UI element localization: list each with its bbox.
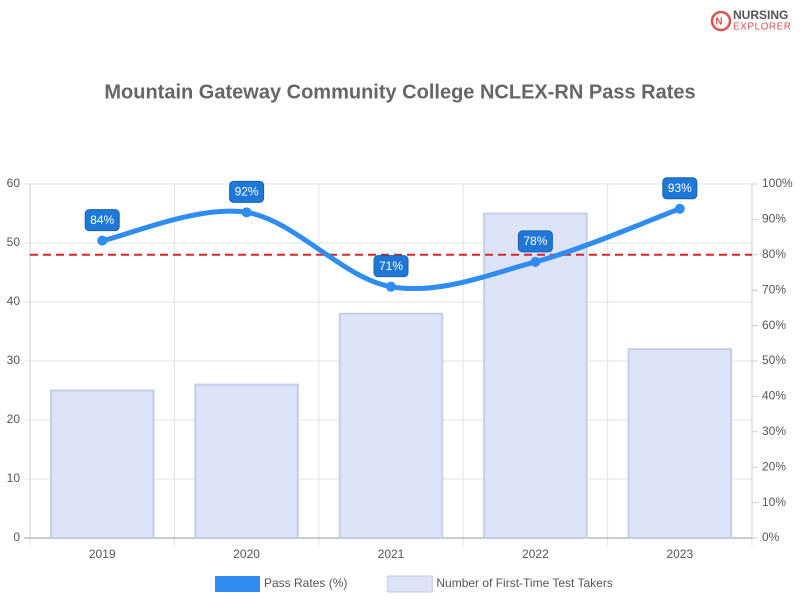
- x-tick-label: 2023: [666, 547, 693, 561]
- y-tick-label: 30: [7, 353, 21, 367]
- value-label: 93%: [668, 181, 692, 195]
- bar: [627, 348, 733, 540]
- legend-label: Number of First-Time Test Takers: [436, 576, 612, 590]
- logo: N NURSING EXPLORER: [710, 8, 791, 33]
- bar: [49, 389, 155, 539]
- line-point: [241, 207, 252, 218]
- bar: [483, 212, 588, 539]
- y2-tick-label: 100%: [762, 176, 793, 190]
- y2-tick-label: 10%: [762, 495, 786, 509]
- line-point: [674, 203, 685, 214]
- x-tick-label: 2020: [233, 547, 260, 561]
- y2-tick-label: 90%: [762, 212, 786, 226]
- line-point: [386, 281, 396, 292]
- legend-swatch: [215, 576, 260, 592]
- bar: [338, 312, 444, 539]
- value-label: 78%: [523, 234, 547, 248]
- value-label-box: [229, 180, 265, 203]
- x-tick-label: 2021: [378, 547, 405, 561]
- y-tick-label: 60: [7, 176, 21, 190]
- logo-text: NURSING: [733, 8, 788, 22]
- y2-tick-label: 0%: [762, 530, 780, 544]
- y2-tick-label: 20%: [762, 459, 786, 473]
- value-label-box: [84, 209, 120, 232]
- y2-tick-label: 80%: [762, 247, 786, 261]
- line-point: [97, 235, 108, 246]
- legend-label: Pass Rates (%): [264, 576, 347, 590]
- x-tick-label: 2022: [522, 547, 549, 561]
- y2-tick-label: 40%: [762, 389, 786, 403]
- y2-tick-label: 60%: [762, 318, 786, 332]
- logo-icon: [710, 10, 732, 32]
- value-label: 92%: [235, 184, 259, 198]
- value-label: 71%: [379, 259, 403, 273]
- logo-icon-letter: N: [715, 17, 722, 28]
- value-label-box: [373, 255, 409, 278]
- y2-tick-label: 50%: [762, 353, 786, 367]
- y-tick-label: 20: [7, 412, 21, 426]
- y-tick-label: 40: [7, 294, 21, 308]
- y-tick-label: 0: [13, 530, 20, 544]
- x-tick-label: 2019: [89, 547, 116, 561]
- value-label-box: [517, 230, 553, 253]
- y-tick-label: 50: [7, 235, 21, 249]
- value-label-box: [662, 177, 698, 200]
- legend-swatch: [386, 575, 433, 593]
- y2-tick-label: 30%: [762, 424, 786, 438]
- chart-title: Mountain Gateway Community College NCLEX…: [104, 81, 695, 103]
- bar: [194, 383, 299, 539]
- y2-tick-label: 70%: [762, 282, 786, 296]
- line-point: [530, 256, 541, 267]
- logo-text: EXPLORER: [733, 22, 791, 33]
- value-label: 84%: [90, 213, 114, 227]
- y-tick-label: 10: [7, 471, 21, 485]
